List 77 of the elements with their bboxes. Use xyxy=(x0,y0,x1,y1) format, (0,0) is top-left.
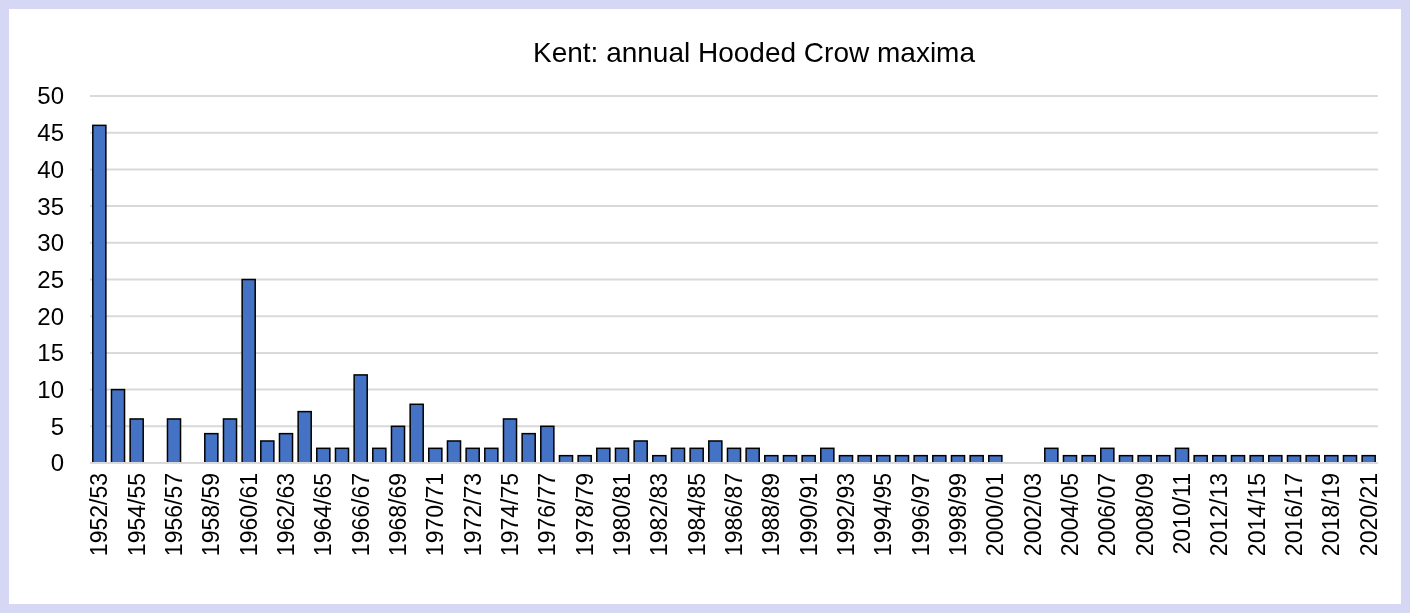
bar xyxy=(745,447,760,464)
y-tick-label: 10 xyxy=(37,376,64,403)
bar xyxy=(110,388,126,464)
x-tick-label: 2002/03 xyxy=(1019,473,1046,557)
bar xyxy=(316,447,331,464)
bar xyxy=(521,432,536,464)
x-tick-label: 1974/75 xyxy=(497,473,524,557)
bar xyxy=(540,425,555,464)
bar xyxy=(1044,447,1059,464)
y-tick-label: 30 xyxy=(37,229,64,257)
x-tick-label: 1982/83 xyxy=(646,473,673,557)
x-tick-label: 1966/67 xyxy=(347,473,374,557)
bar xyxy=(596,447,611,464)
x-tick-label: 2008/09 xyxy=(1131,473,1158,557)
bar xyxy=(465,447,480,464)
bar xyxy=(204,432,219,464)
x-tick-label: 1958/59 xyxy=(198,473,225,557)
x-tick-label: 1976/77 xyxy=(534,473,561,557)
bar xyxy=(222,418,238,464)
x-tick-label: 2014/15 xyxy=(1243,473,1270,557)
bar xyxy=(297,410,312,464)
x-tick-label: 1988/89 xyxy=(758,473,785,557)
y-tick-label: 0 xyxy=(50,449,64,477)
bar xyxy=(92,124,107,464)
x-tick-label: 1970/71 xyxy=(422,473,449,557)
bar xyxy=(484,447,499,464)
bar xyxy=(820,447,835,464)
y-tick-label: 15 xyxy=(37,339,64,367)
x-tick-label: 1992/93 xyxy=(833,473,860,557)
x-tick-label: 2006/07 xyxy=(1094,473,1121,557)
x-tick-label: 1952/53 xyxy=(86,473,113,557)
bar xyxy=(708,440,723,464)
bar xyxy=(241,278,256,464)
x-tick-label: 2000/01 xyxy=(982,473,1009,557)
bar xyxy=(428,447,443,464)
x-tick-label: 1962/63 xyxy=(273,473,300,557)
x-tick-label: 2010/11 xyxy=(1169,473,1196,555)
bar xyxy=(409,403,424,464)
x-tick-label: 1978/79 xyxy=(571,473,598,557)
y-tick-label: 25 xyxy=(37,265,64,293)
x-tick-label: 2020/21 xyxy=(1355,473,1382,557)
x-tick-label: 1986/87 xyxy=(721,473,748,557)
bar xyxy=(260,440,275,464)
bar xyxy=(1100,447,1115,464)
x-tick-label: 1972/73 xyxy=(459,473,486,557)
y-tick-label: 45 xyxy=(37,119,64,147)
x-tick-label: 2012/13 xyxy=(1206,473,1233,557)
x-tick-label: 1964/65 xyxy=(310,473,337,557)
y-tick-label: 35 xyxy=(37,192,64,220)
bar xyxy=(633,440,648,464)
y-tick-label: 50 xyxy=(37,82,64,110)
x-tick-label: 1998/99 xyxy=(945,473,972,557)
bar xyxy=(446,440,462,464)
x-tick-label: 2016/17 xyxy=(1281,473,1308,557)
x-tick-label: 1968/69 xyxy=(385,473,412,557)
x-tick-label: 1984/85 xyxy=(683,473,710,557)
bar xyxy=(372,447,387,464)
x-tick-label: 1990/91 xyxy=(795,473,822,557)
bar xyxy=(166,418,182,464)
bar xyxy=(689,447,704,464)
x-tick-label: 1980/81 xyxy=(609,473,636,557)
x-tick-label: 1954/55 xyxy=(123,473,150,557)
x-tick-label: 2018/19 xyxy=(1318,473,1345,557)
y-tick-label: 20 xyxy=(37,302,64,330)
bar xyxy=(278,432,294,464)
chart-title: Kent: annual Hooded Crow maxima xyxy=(532,37,976,68)
bar xyxy=(502,418,518,464)
y-tick-label: 40 xyxy=(37,155,64,183)
bar xyxy=(353,374,368,464)
x-tick-label: 1996/97 xyxy=(907,473,934,557)
bar xyxy=(390,425,406,464)
x-tick-label: 2004/05 xyxy=(1057,473,1084,557)
x-tick-label: 1956/57 xyxy=(161,473,188,557)
x-tick-label: 1994/95 xyxy=(870,473,897,557)
x-tick-label: 1960/61 xyxy=(235,473,262,557)
bar xyxy=(129,418,144,464)
y-tick-label: 5 xyxy=(50,412,64,440)
